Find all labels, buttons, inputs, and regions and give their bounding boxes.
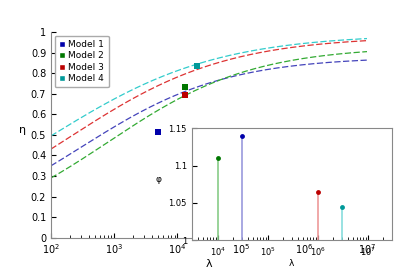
Legend: Model 1, Model 2, Model 3, Model 4: Model 1, Model 2, Model 3, Model 4 [55,36,109,88]
X-axis label: λ: λ [289,259,295,267]
Y-axis label: φ: φ [156,175,162,184]
X-axis label: λ: λ [206,259,213,267]
Y-axis label: η: η [19,125,26,135]
